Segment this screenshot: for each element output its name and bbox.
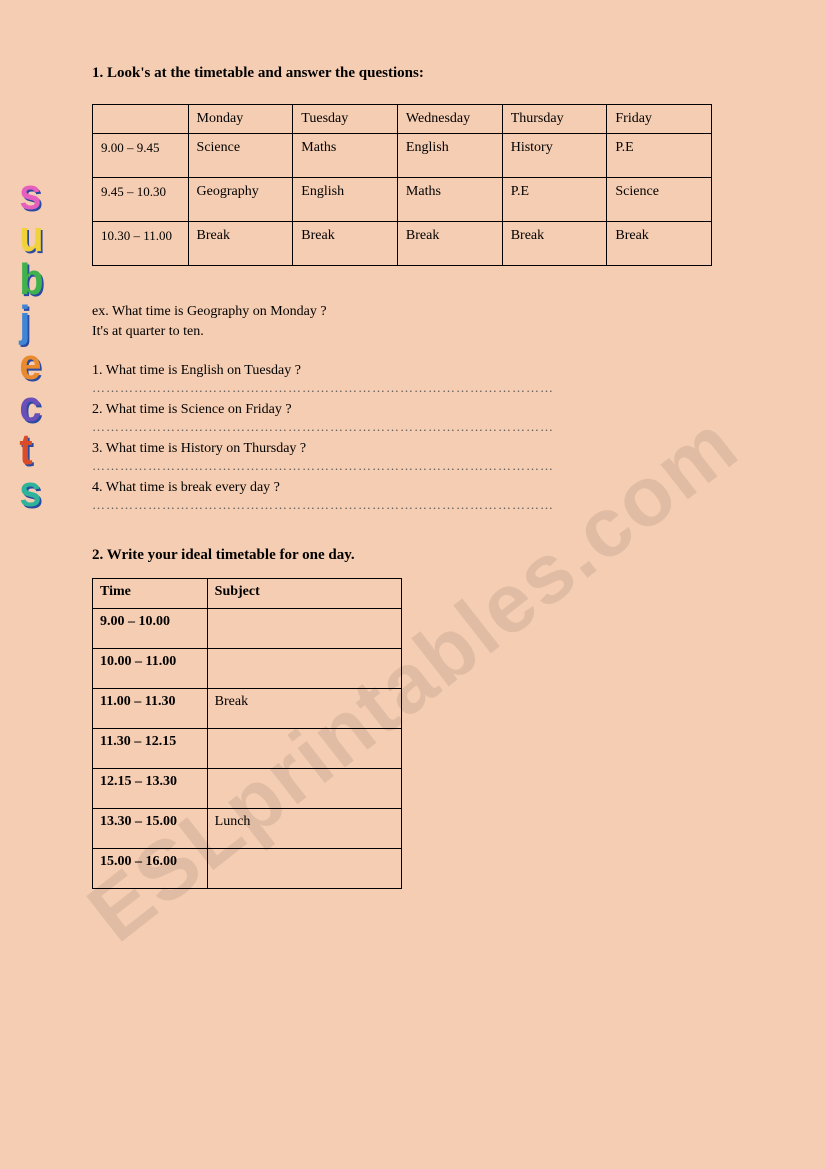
subject-cell: English: [293, 178, 398, 222]
subject-cell: Geography: [188, 178, 293, 222]
wordart-letter: e: [19, 345, 43, 385]
wordart-letter: s: [19, 472, 43, 512]
time-cell: 10.00 – 11.00: [93, 648, 208, 688]
wordart-letter: u: [19, 217, 43, 257]
table-row: 10.00 – 11.00: [93, 648, 402, 688]
header-time: Time: [93, 578, 208, 608]
header-cell: Monday: [188, 105, 293, 134]
subject-cell: Maths: [397, 178, 502, 222]
subject-cell: Break: [607, 222, 712, 266]
question-4: 4. What time is break every day ?: [92, 480, 786, 496]
subject-cell: Break: [502, 222, 607, 266]
question-3: 3. What time is History on Thursday ?: [92, 441, 786, 457]
table-row: 11.00 – 11.30Break: [93, 688, 402, 728]
header-cell: Tuesday: [293, 105, 398, 134]
table-row: 12.15 – 13.30: [93, 768, 402, 808]
subject-cell: Lunch: [207, 808, 401, 848]
subject-cell: Break: [293, 222, 398, 266]
subject-cell: English: [397, 134, 502, 178]
table-header-row: Time Subject: [93, 578, 402, 608]
wordart-letter: c: [19, 387, 43, 427]
time-cell: 9.00 – 9.45: [93, 134, 189, 178]
timetable-table: Monday Tuesday Wednesday Thursday Friday…: [92, 104, 712, 266]
time-cell: 12.15 – 13.30: [93, 768, 208, 808]
subject-cell: P.E: [502, 178, 607, 222]
subject-cell: History: [502, 134, 607, 178]
example-block: ex. What time is Geography on Monday ? I…: [92, 302, 786, 343]
subject-cell: [207, 728, 401, 768]
subject-cell: [207, 768, 401, 808]
section2-title: 2. Write your ideal timetable for one da…: [92, 547, 786, 564]
answer-line: ………………………………………………………………………………………: [92, 497, 786, 513]
header-subject: Subject: [207, 578, 401, 608]
table-row: 9.00 – 10.00: [93, 608, 402, 648]
ideal-timetable-table: Time Subject 9.00 – 10.00 10.00 – 11.00 …: [92, 578, 402, 889]
question-1: 1. What time is English on Tuesday ?: [92, 363, 786, 379]
time-cell: 9.00 – 10.00: [93, 608, 208, 648]
subject-cell: Break: [188, 222, 293, 266]
table-row: 9.00 – 9.45 Science Maths English Histor…: [93, 134, 712, 178]
answer-line: ………………………………………………………………………………………: [92, 380, 786, 396]
subject-cell: [207, 848, 401, 888]
time-cell: 11.30 – 12.15: [93, 728, 208, 768]
example-answer: It's at quarter to ten.: [92, 322, 786, 342]
time-cell: 11.00 – 11.30: [93, 688, 208, 728]
wordart-letter: s: [19, 175, 43, 215]
subjects-wordart: s u b j e c t s: [18, 175, 45, 513]
subject-cell: Break: [207, 688, 401, 728]
table-row: 15.00 – 16.00: [93, 848, 402, 888]
header-cell: Thursday: [502, 105, 607, 134]
subject-cell: Maths: [293, 134, 398, 178]
header-cell: Wednesday: [397, 105, 502, 134]
wordart-letter: b: [19, 260, 43, 300]
worksheet-content: 1. Look's at the timetable and answer th…: [0, 0, 826, 929]
table-row: 13.30 – 15.00Lunch: [93, 808, 402, 848]
answer-line: ………………………………………………………………………………………: [92, 419, 786, 435]
table-row: 9.45 – 10.30 Geography English Maths P.E…: [93, 178, 712, 222]
time-cell: 9.45 – 10.30: [93, 178, 189, 222]
wordart-letter: j: [19, 302, 43, 342]
time-cell: 15.00 – 16.00: [93, 848, 208, 888]
subject-cell: P.E: [607, 134, 712, 178]
subject-cell: [207, 648, 401, 688]
subject-cell: Science: [188, 134, 293, 178]
header-cell: [93, 105, 189, 134]
subject-cell: [207, 608, 401, 648]
wordart-letter: t: [19, 430, 43, 470]
section1-title: 1. Look's at the timetable and answer th…: [92, 65, 786, 82]
table-row: 10.30 – 11.00 Break Break Break Break Br…: [93, 222, 712, 266]
question-2: 2. What time is Science on Friday ?: [92, 402, 786, 418]
questions-list: 1. What time is English on Tuesday ? …………: [92, 363, 786, 513]
table-header-row: Monday Tuesday Wednesday Thursday Friday: [93, 105, 712, 134]
table-row: 11.30 – 12.15: [93, 728, 402, 768]
answer-line: ………………………………………………………………………………………: [92, 458, 786, 474]
example-question: ex. What time is Geography on Monday ?: [92, 302, 786, 322]
time-cell: 13.30 – 15.00: [93, 808, 208, 848]
time-cell: 10.30 – 11.00: [93, 222, 189, 266]
subject-cell: Break: [397, 222, 502, 266]
subject-cell: Science: [607, 178, 712, 222]
header-cell: Friday: [607, 105, 712, 134]
